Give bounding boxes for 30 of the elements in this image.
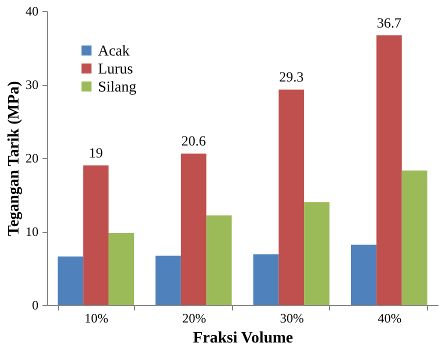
data-label: 29.3 [279, 70, 304, 86]
data-label: 36.7 [376, 16, 402, 32]
bar [83, 165, 109, 305]
bar [206, 215, 232, 305]
bar [180, 154, 206, 305]
y-axis-title: Tegangan Tarik (MPa) [6, 81, 22, 236]
x-axis-title: Fraksi Volume [192, 330, 294, 346]
legend-label: Lurus [98, 62, 134, 78]
bar [156, 256, 181, 305]
x-tick-label: 20% [182, 310, 206, 326]
y-tick-label: 20 [26, 150, 38, 166]
y-tick-label: 40 [26, 4, 38, 18]
x-tick-label: 30% [280, 310, 304, 326]
bar [402, 170, 428, 305]
x-tick-label: 10% [84, 310, 108, 326]
legend-label: Acak [98, 44, 130, 60]
bar [278, 90, 304, 305]
bar [376, 35, 402, 305]
y-tick-label: 30 [26, 77, 38, 92]
bar [351, 244, 376, 305]
data-label: 20.6 [181, 134, 206, 150]
y-tick-label: 0 [32, 298, 38, 312]
bar [253, 254, 279, 305]
bar [108, 232, 134, 305]
legend-label: Silang [98, 80, 137, 96]
bar [58, 256, 84, 305]
x-tick-label: 40% [378, 310, 402, 326]
y-tick-label: 10 [26, 224, 38, 239]
bar [304, 202, 330, 305]
data-label: 19 [88, 146, 103, 162]
